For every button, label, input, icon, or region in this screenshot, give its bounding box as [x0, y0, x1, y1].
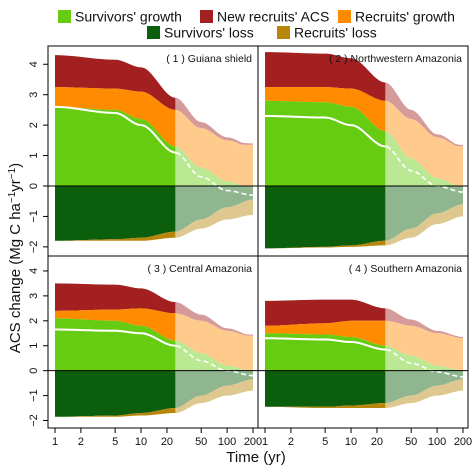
panel-frame: [257, 255, 469, 429]
y-tick-label: 4: [28, 61, 40, 67]
projection-overlay: [385, 256, 468, 428]
y-tick-label: 4: [28, 268, 40, 274]
y-tick-label: 3: [28, 92, 40, 98]
x-axis-label: Time (yr): [226, 449, 285, 466]
legend-label-survivors-loss: Survivors' loss: [164, 25, 254, 41]
legend-swatch-survivors-loss: [147, 26, 160, 39]
y-axis-label-end: ): [7, 163, 24, 168]
band-new-recruits-acs: [265, 52, 463, 147]
y-tick-label: −1: [28, 210, 40, 223]
net-line-projected: [176, 345, 254, 377]
legend-label-new-recruits-acs: New recruits' ACS: [217, 9, 329, 25]
panel-title-1-guiana-shield: ( 1 ) Guiana shield: [166, 53, 252, 65]
y-axis-label-sup1: −1: [7, 191, 18, 203]
y-tick-label: 1: [28, 343, 40, 349]
net-line-observed: [264, 337, 387, 351]
legend-swatch-recruits-growth: [338, 10, 351, 23]
band-new-recruits-acs: [55, 283, 253, 336]
x-tick-label: 10: [135, 436, 147, 448]
net-line-observed: [264, 115, 387, 148]
net-line-observed: [54, 105, 177, 154]
projection-overlay: [175, 46, 258, 256]
y-tick-label: 0: [28, 368, 40, 374]
panel-title-4-southern-amazonia: ( 4 ) Southern Amazonia: [349, 263, 462, 275]
legend: Survivors' growth New recruits' ACS Recrui…: [58, 9, 455, 41]
x-tick-label: 1: [262, 436, 268, 448]
x-tick-label: 50: [195, 436, 207, 448]
x-tick-label: 20: [371, 436, 383, 448]
panel-1: ( 1 ) Guiana shield: [47, 45, 259, 257]
x-tick-label: 10: [345, 436, 357, 448]
net-line-projected: [385, 145, 464, 193]
x-tick-label: 100: [218, 436, 236, 448]
panel-title-2-northwestern-amazonia: ( 2 ) Northwestern Amazonia: [329, 53, 462, 65]
panel-4: ( 4 ) Southern Amazonia: [257, 255, 469, 429]
x-tick-label: 2: [78, 436, 84, 448]
band-new-recruits-acs: [265, 299, 463, 339]
x-tick-label: 1: [52, 436, 58, 448]
y-axis-label-mid: yr: [7, 179, 24, 192]
panel-3: ( 3 ) Central Amazonia: [47, 255, 259, 429]
y-tick-label: −2: [28, 241, 40, 254]
legend-swatch-survivors-growth: [58, 10, 71, 23]
x-tick-label: 200: [454, 436, 472, 448]
y-tick-label: −2: [28, 414, 40, 427]
x-tick-label: 200: [244, 436, 262, 448]
y-tick-label: 2: [28, 318, 40, 324]
y-axis-label: ACS change (Mg C ha−1yr−1): [7, 163, 25, 353]
y-tick-label: 3: [28, 293, 40, 299]
y-tick-label: −1: [28, 389, 40, 402]
x-tick-label: 100: [428, 436, 446, 448]
x-tick-label: 2: [288, 436, 294, 448]
legend-label-recruits-growth: Recruits' growth: [355, 9, 455, 25]
projection-overlay: [385, 46, 468, 256]
panels: ( 1 ) Guiana shield ( 2 ) Northwestern Am…: [47, 45, 469, 429]
projection-overlay: [175, 256, 258, 428]
y-tick-label: 2: [28, 122, 40, 128]
panel-title-3-central-amazonia: ( 3 ) Central Amazonia: [148, 263, 253, 275]
legend-label-survivors-growth: Survivors' growth: [75, 9, 182, 25]
legend-swatch-recruits-loss: [277, 26, 290, 39]
y-tick-label: 0: [28, 183, 40, 189]
x-tick-label: 20: [161, 436, 173, 448]
net-line-observed: [55, 328, 177, 347]
legend-label-recruits-loss: Recruits' loss: [294, 25, 377, 41]
band-survivors-growth: [55, 106, 253, 186]
net-line-projected: [175, 151, 254, 196]
y-tick-label: 1: [28, 153, 40, 159]
net-line-projected: [386, 348, 464, 378]
x-tick-label: 50: [405, 436, 417, 448]
x-tick-label: 5: [112, 436, 118, 448]
y-axis-label-main: ACS change (Mg C ha: [7, 202, 24, 353]
panel-2: ( 2 ) Northwestern Amazonia: [257, 45, 469, 257]
legend-swatch-new-recruits-acs: [200, 10, 213, 23]
x-tick-label: 5: [322, 436, 328, 448]
y-axis-label-sup2: −1: [7, 167, 18, 179]
